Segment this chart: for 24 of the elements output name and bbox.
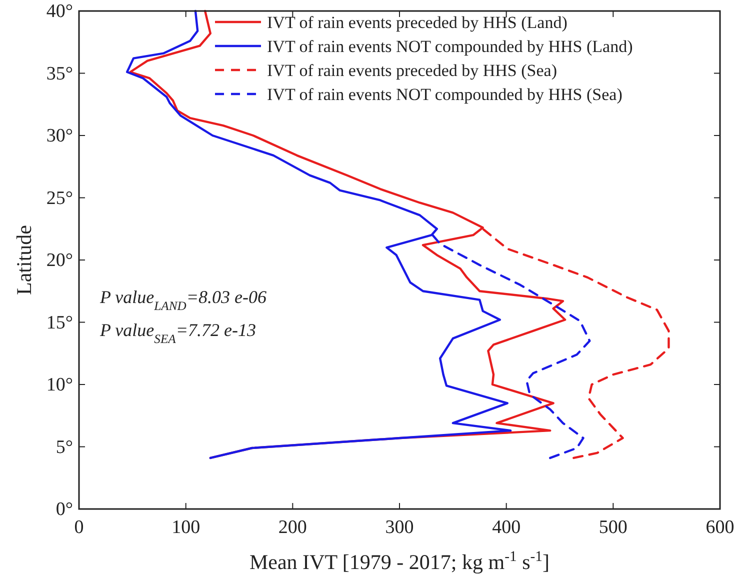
y-tick-label: 35° (46, 63, 73, 84)
x-tick-label: 200 (278, 517, 307, 538)
y-tick-label: 5° (56, 436, 73, 458)
y-tick-label: 30° (46, 126, 73, 146)
y-tick-label: 0° (56, 499, 73, 520)
annotation: P value$_{LAND}$=8.03 e-06 (99, 287, 266, 313)
x-tick-label: 300 (385, 517, 414, 538)
x-tick-label: 400 (492, 517, 521, 538)
legend-label: IVT of rain events NOT compounded by HHS (Sea) (267, 85, 622, 104)
y-axis-title: Latitude (12, 225, 36, 295)
annotation: P value$_{SEA}$=7.72 e-13 (99, 320, 256, 346)
y-tick-label: 40° (46, 1, 73, 22)
legend-label: IVT of rain events NOT compounded by HHS (Land) (267, 37, 633, 56)
legend-label: IVT of rain events preceded by HHS (Land) (267, 13, 568, 32)
y-tick-label: 25° (46, 188, 73, 209)
y-tick-label: 15° (46, 312, 73, 334)
y-tick-label: 10° (46, 374, 73, 396)
legend-label: IVT of rain events preceded by HHS (Sea) (267, 61, 558, 80)
x-tick-label: 100 (172, 517, 200, 538)
x-tick-label: 0 (74, 517, 84, 538)
x-tick-label: 500 (598, 517, 628, 538)
y-tick-label: 20° (46, 250, 73, 271)
x-axis-title: Mean IVT [1979 - 2017; kg m$^{-1}$ s$^{-1}$] (249, 549, 550, 574)
x-tick-label: 600 (706, 517, 734, 538)
